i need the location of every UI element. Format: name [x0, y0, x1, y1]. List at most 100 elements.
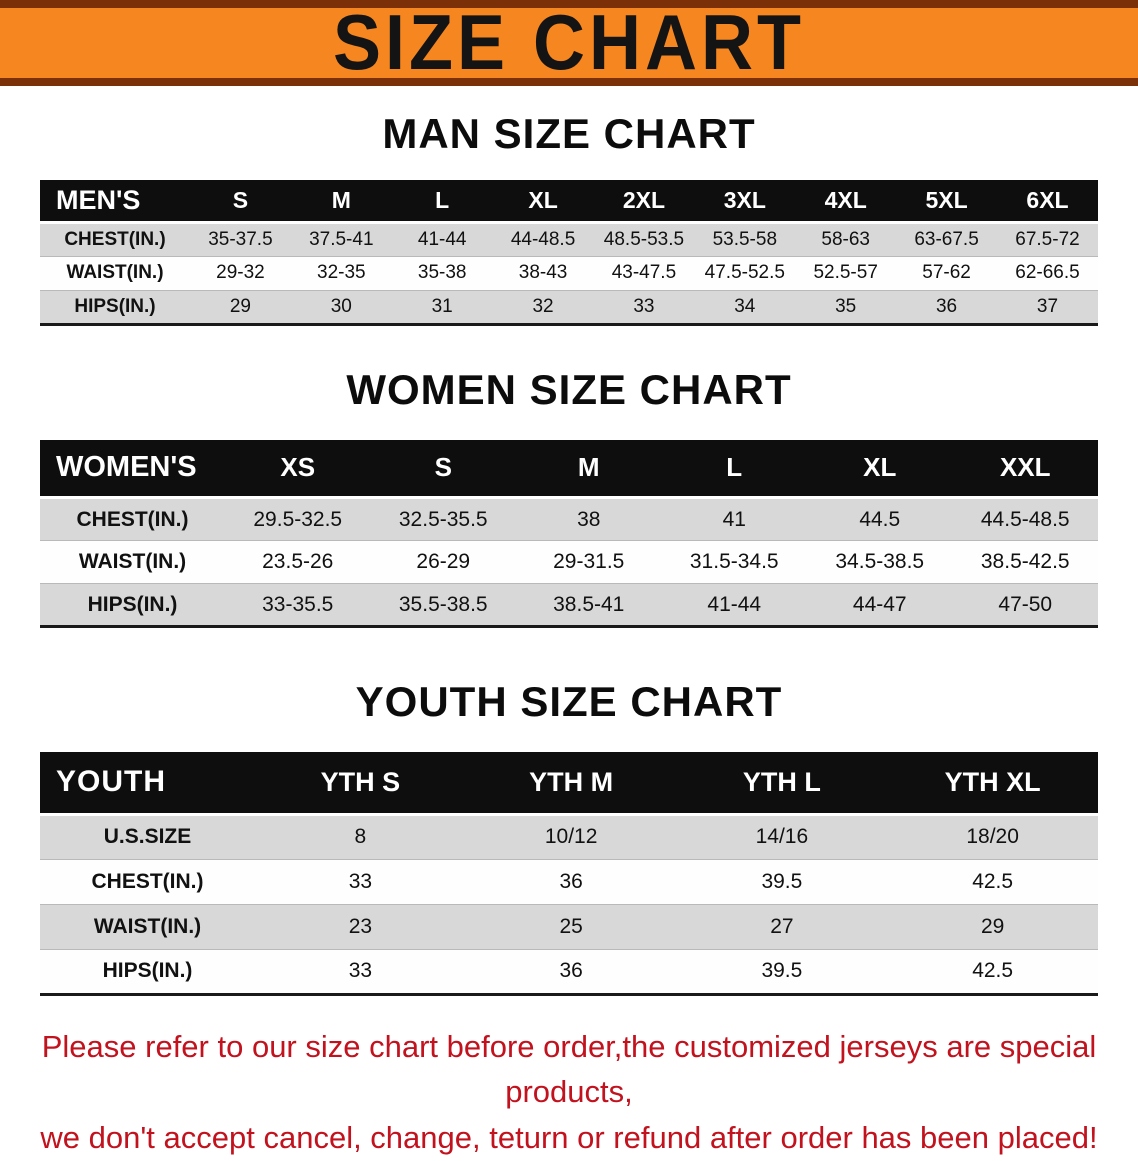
cell-value: 35-38	[392, 256, 493, 290]
cell-value: 38	[516, 498, 662, 541]
cell-value: 23.5-26	[225, 541, 371, 584]
cell-value: 47-50	[953, 584, 1099, 627]
cell-value: 33-35.5	[225, 584, 371, 627]
cell-value: 44-48.5	[493, 222, 594, 256]
cell-value: 39.5	[677, 949, 888, 994]
column-header: XL	[493, 180, 594, 222]
cell-value: 36	[466, 859, 677, 904]
row-label: HIPS(IN.)	[40, 290, 190, 324]
cell-value: 32	[493, 290, 594, 324]
column-header: 4XL	[795, 180, 896, 222]
row-label: HIPS(IN.)	[40, 949, 255, 994]
size-chart-banner: SIZE CHART	[0, 0, 1138, 86]
order-policy-notice: Please refer to our size chart before or…	[0, 1024, 1138, 1161]
column-header: YTH M	[466, 752, 677, 814]
row-label: CHEST(IN.)	[40, 498, 225, 541]
row-label: HIPS(IN.)	[40, 584, 225, 627]
mens-section-heading: MAN SIZE CHART	[0, 110, 1138, 158]
cell-value: 35-37.5	[190, 222, 291, 256]
cell-value: 33	[594, 290, 695, 324]
cell-value: 26-29	[371, 541, 517, 584]
row-label: CHEST(IN.)	[40, 222, 190, 256]
youth-section-heading: YOUTH SIZE CHART	[0, 678, 1138, 726]
column-header: YTH XL	[887, 752, 1098, 814]
cell-value: 29-32	[190, 256, 291, 290]
cell-value: 33	[255, 859, 466, 904]
cell-value: 38.5-42.5	[953, 541, 1099, 584]
column-header: M	[516, 440, 662, 498]
cell-value: 32.5-35.5	[371, 498, 517, 541]
cell-value: 33	[255, 949, 466, 994]
cell-value: 38-43	[493, 256, 594, 290]
cell-value: 35	[795, 290, 896, 324]
column-header: S	[371, 440, 517, 498]
cell-value: 52.5-57	[795, 256, 896, 290]
column-header: 5XL	[896, 180, 997, 222]
cell-value: 38.5-41	[516, 584, 662, 627]
womens-section-heading: WOMEN SIZE CHART	[0, 366, 1138, 414]
row-label: WAIST(IN.)	[40, 256, 190, 290]
cell-value: 18/20	[887, 814, 1098, 859]
cell-value: 30	[291, 290, 392, 324]
cell-value: 14/16	[677, 814, 888, 859]
cell-value: 53.5-58	[694, 222, 795, 256]
cell-value: 31.5-34.5	[662, 541, 808, 584]
cell-value: 44-47	[807, 584, 953, 627]
cell-value: 39.5	[677, 859, 888, 904]
cell-value: 44.5-48.5	[953, 498, 1099, 541]
cell-value: 34.5-38.5	[807, 541, 953, 584]
column-header: XXL	[953, 440, 1099, 498]
cell-value: 25	[466, 904, 677, 949]
cell-value: 36	[466, 949, 677, 994]
cell-value: 41-44	[392, 222, 493, 256]
cell-value: 36	[896, 290, 997, 324]
cell-value: 67.5-72	[997, 222, 1098, 256]
order-policy-line-1: Please refer to our size chart before or…	[0, 1024, 1138, 1116]
cell-value: 41	[662, 498, 808, 541]
cell-value: 29.5-32.5	[225, 498, 371, 541]
cell-value: 62-66.5	[997, 256, 1098, 290]
column-header: 6XL	[997, 180, 1098, 222]
cell-value: 63-67.5	[896, 222, 997, 256]
column-header: YTH S	[255, 752, 466, 814]
column-header: S	[190, 180, 291, 222]
order-policy-line-2: we don't accept cancel, change, teturn o…	[0, 1115, 1138, 1161]
cell-value: 42.5	[887, 949, 1098, 994]
row-label: WAIST(IN.)	[40, 904, 255, 949]
column-header: XS	[225, 440, 371, 498]
column-header: YTH L	[677, 752, 888, 814]
cell-value: 34	[694, 290, 795, 324]
column-header: XL	[807, 440, 953, 498]
cell-value: 42.5	[887, 859, 1098, 904]
cell-value: 8	[255, 814, 466, 859]
table-corner-label: YOUTH	[40, 752, 255, 814]
cell-value: 58-63	[795, 222, 896, 256]
column-header: 2XL	[594, 180, 695, 222]
table-corner-label: MEN'S	[40, 180, 190, 222]
row-label: CHEST(IN.)	[40, 859, 255, 904]
cell-value: 47.5-52.5	[694, 256, 795, 290]
cell-value: 29	[190, 290, 291, 324]
cell-value: 29	[887, 904, 1098, 949]
cell-value: 43-47.5	[594, 256, 695, 290]
cell-value: 29-31.5	[516, 541, 662, 584]
cell-value: 35.5-38.5	[371, 584, 517, 627]
